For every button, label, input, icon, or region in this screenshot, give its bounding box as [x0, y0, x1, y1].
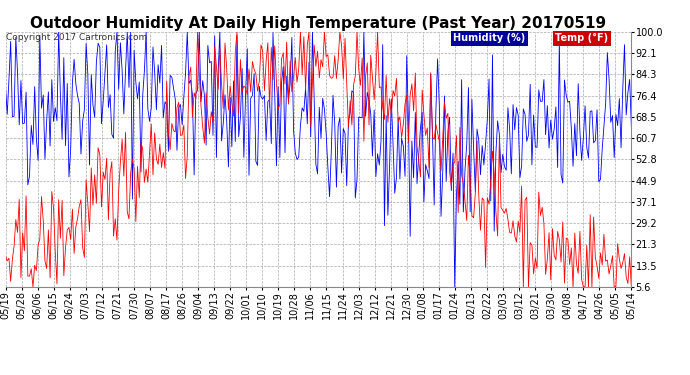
Text: Humidity (%): Humidity (%): [453, 33, 525, 43]
Text: Temp (°F): Temp (°F): [555, 33, 608, 43]
Title: Outdoor Humidity At Daily High Temperature (Past Year) 20170519: Outdoor Humidity At Daily High Temperatu…: [30, 16, 607, 31]
Text: Copyright 2017 Cartronics.com: Copyright 2017 Cartronics.com: [6, 33, 148, 42]
